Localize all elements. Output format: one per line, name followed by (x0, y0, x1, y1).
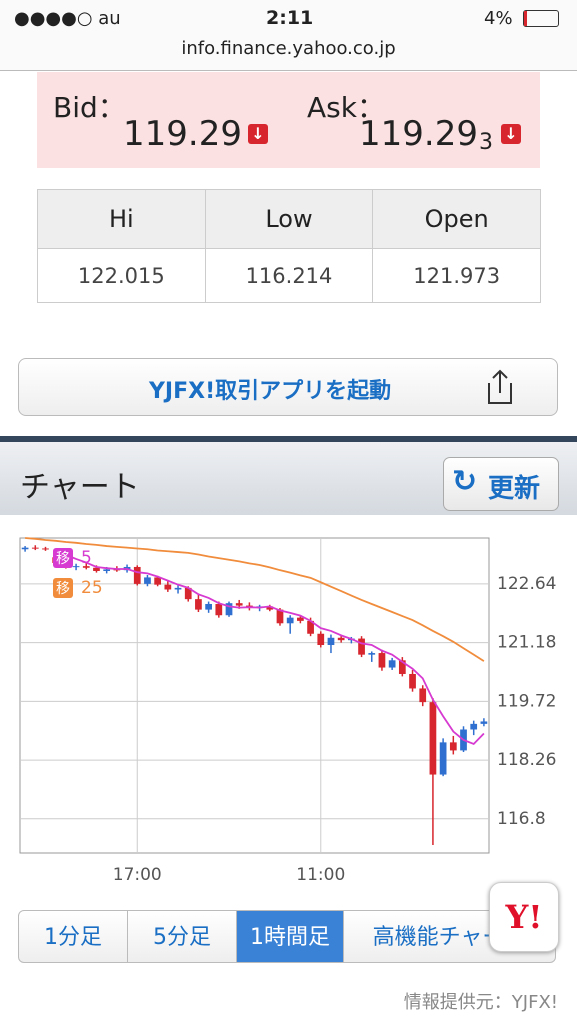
candle-body (154, 577, 162, 585)
candle-body (429, 702, 437, 775)
candle-body (276, 609, 284, 624)
candle-body (480, 721, 488, 724)
stats-table: Hi Low Open 122.015 116.214 121.973 (37, 189, 541, 303)
candle-body (103, 569, 111, 571)
candle-body (286, 617, 294, 624)
candle-body (72, 566, 80, 568)
candle-body (174, 587, 182, 590)
ask: 119.29 (359, 114, 478, 154)
candle-body (317, 633, 325, 646)
battery-icon (523, 10, 559, 27)
candle-body (368, 653, 376, 655)
app-button-label: YJFX!取引アプリを起動 (149, 379, 392, 404)
ask-digit: 3 (479, 130, 493, 155)
candle-body (113, 569, 121, 571)
legend-badge (53, 548, 73, 568)
candle-body (144, 577, 151, 584)
quote-box: Bid： 119.29 ↓ Ask： 119.29 3 ↓ (37, 72, 540, 168)
candle-body (470, 723, 478, 730)
y-tick-label: 118.26 (497, 750, 556, 770)
down-icon: ↓ (501, 124, 521, 144)
chart: 116.8 118.26 119.72 121.18 122.64 17:00 11:00 移… (19, 537, 556, 885)
legend-badge (53, 578, 73, 598)
tab[interactable]: 1分足 (18, 910, 128, 963)
yahoo-logo[interactable]: Y! (489, 882, 559, 952)
footer: 情報提供元：YJFX! (403, 992, 558, 1013)
value-cell: 116.214 (204, 248, 374, 303)
candle-body (225, 603, 233, 616)
x-tick-label: 11:00 (296, 865, 345, 885)
legend-label: 25 (81, 578, 103, 598)
y-tick-label: 116.8 (497, 809, 546, 829)
header-cell: Hi (37, 189, 206, 249)
refresh-icon: ↻ (452, 464, 478, 499)
candle-body (398, 660, 406, 674)
candle-body (307, 620, 314, 634)
candle-body (235, 603, 243, 606)
candle-body (388, 660, 396, 668)
candle-body (21, 547, 29, 550)
value-cell: 121.973 (372, 248, 541, 303)
app-button[interactable]: YJFX!取引アプリを起動 (18, 358, 558, 416)
candle-body (184, 587, 192, 600)
url[interactable]: info.finance.yahoo.co.jp (181, 38, 396, 59)
tab[interactable]: 5分足 (127, 910, 237, 963)
candle-body (205, 603, 212, 610)
header-cell: Low (204, 189, 374, 249)
candle-body (439, 742, 447, 775)
candle-body (327, 637, 335, 646)
down-icon: ↓ (248, 124, 268, 144)
candle-body (195, 599, 202, 610)
header-cell: Open (372, 189, 541, 249)
legend-badge-text: 移 (56, 551, 70, 567)
legend-label: 5 (81, 548, 92, 568)
value-cell: 122.015 (37, 248, 206, 303)
candle-body (133, 566, 141, 584)
candle-body (297, 617, 304, 621)
y-tick-label: 119.72 (497, 691, 556, 711)
tab-selected[interactable]: 1時間足 (236, 910, 344, 963)
candle-body (449, 742, 457, 751)
section-header: チャート ↻ 更新 (0, 436, 577, 515)
y-tick-label: 121.18 (497, 633, 556, 653)
candle-body (409, 673, 416, 689)
candle-body (337, 637, 345, 641)
candle-body (266, 606, 274, 610)
plot-area (19, 537, 490, 854)
battery: 4% (484, 8, 513, 29)
candle-body (93, 567, 100, 571)
section-title: チャート (20, 470, 140, 505)
candle-body (358, 638, 365, 655)
legend-badge-text: 移 (56, 581, 70, 597)
candle-body (42, 548, 49, 550)
candle-body (419, 688, 427, 703)
share-icon (488, 369, 512, 404)
status-bar: ●●●●○ au 2:11 4% info.finance.yahoo.co.j… (0, 0, 577, 71)
x-tick-label: 17:00 (113, 865, 162, 885)
bid-label: Bid： (53, 91, 126, 124)
ma-line (65, 554, 485, 746)
candle-body (164, 584, 172, 590)
candle-body (31, 547, 39, 549)
ask-label: Ask： (307, 91, 385, 124)
refresh-label: 更新 (488, 474, 541, 504)
ma-line (25, 537, 485, 662)
bid: 119.29 (123, 114, 242, 154)
candle-body (378, 653, 386, 668)
candle-body (215, 603, 223, 616)
refresh-button[interactable]: ↻ 更新 (443, 457, 559, 511)
carrier: ●●●●○ au (14, 8, 121, 29)
y-tick-label: 122.64 (497, 574, 556, 594)
clock: 2:11 (266, 7, 314, 29)
candle-body (82, 566, 90, 568)
